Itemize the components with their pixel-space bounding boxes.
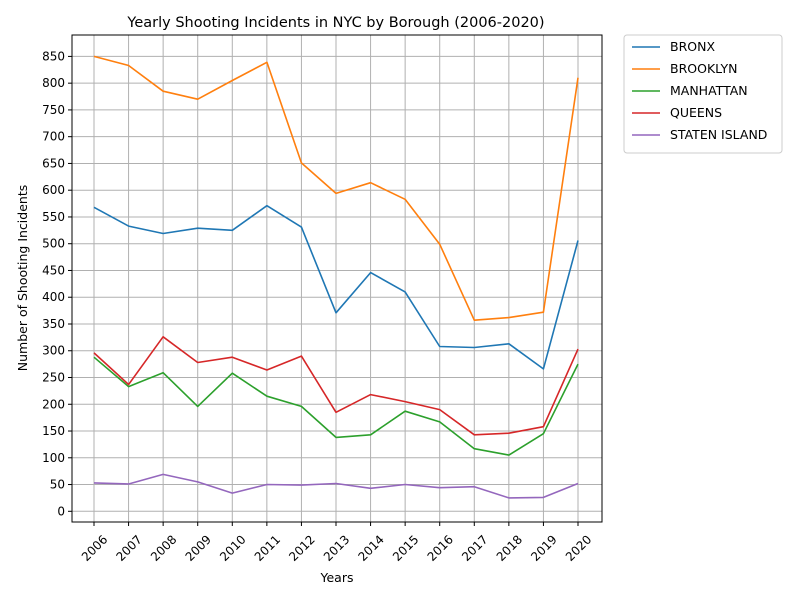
- series-line-manhattan: [93, 356, 579, 456]
- y-tick-label: 450: [42, 263, 65, 277]
- y-tick-label: 700: [42, 130, 65, 144]
- y-tick-label: 500: [42, 237, 65, 251]
- legend: BRONX BROOKLYN MANHATTAN QUEENS STATEN ISLAN…: [623, 34, 783, 154]
- y-tick-label: 100: [42, 451, 65, 465]
- legend-label-bronx: BRONX: [670, 39, 715, 54]
- y-tick-label: 300: [42, 344, 65, 358]
- y-tick-label: 50: [50, 478, 65, 492]
- y-tick-label: 200: [42, 397, 65, 411]
- y-tick-label: 750: [42, 103, 65, 117]
- legend-box: [623, 34, 783, 154]
- series-line-bronx: [93, 204, 579, 370]
- y-tick-label: 600: [42, 183, 65, 197]
- series-line-staten-island: [93, 473, 579, 499]
- series-line-queens: [93, 335, 579, 436]
- series-lines: [93, 55, 579, 499]
- y-tick-label: 250: [42, 371, 65, 385]
- series-line-brooklyn: [93, 55, 579, 322]
- legend-label-brooklyn: BROOKLYN: [670, 61, 737, 76]
- plot-frame: [71, 34, 603, 523]
- y-tick-label: 150: [42, 424, 65, 438]
- x-axis-label: Years: [320, 570, 354, 585]
- y-tick-label: 400: [42, 290, 65, 304]
- y-axis-label: Number of Shooting Incidents: [15, 185, 30, 371]
- y-tick-label: 800: [42, 76, 65, 90]
- legend-label-manhattan: MANHATTAN: [670, 83, 748, 98]
- chart-title: Yearly Shooting Incidents in NYC by Boro…: [126, 15, 544, 31]
- legend-label-queens: QUEENS: [670, 105, 722, 120]
- y-tick-label: 650: [42, 156, 65, 170]
- y-tick-label: 0: [57, 504, 65, 518]
- y-tick-label: 550: [42, 210, 65, 224]
- legend-label-staten-island: STATEN ISLAND: [670, 127, 767, 142]
- y-tick-label: 350: [42, 317, 65, 331]
- y-tick-label: 850: [42, 49, 65, 63]
- grid: [72, 35, 602, 522]
